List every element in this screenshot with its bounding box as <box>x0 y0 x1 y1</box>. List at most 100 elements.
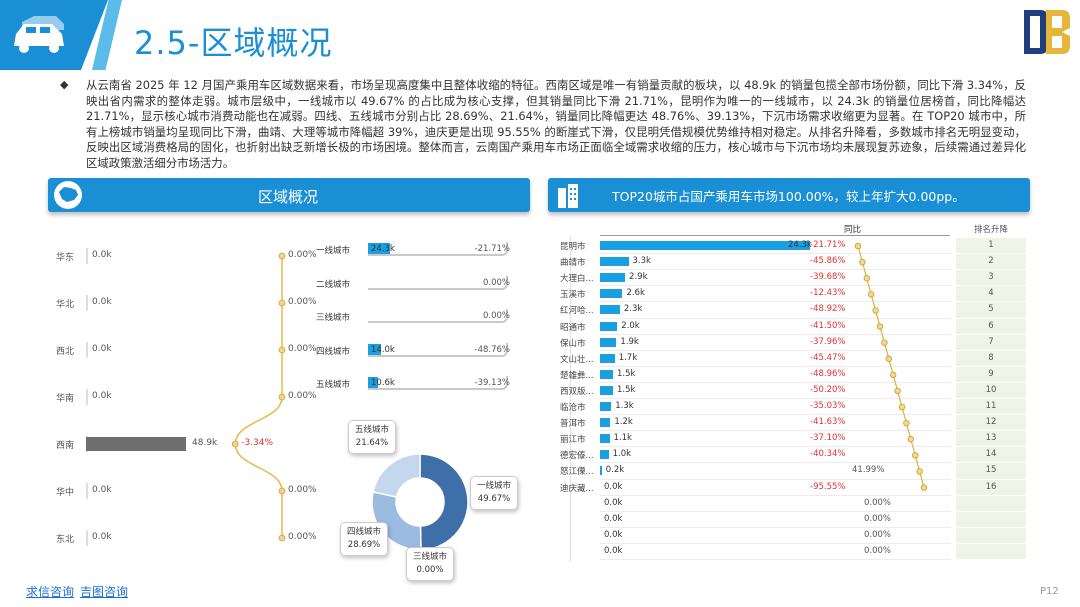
city-row-line <box>600 446 951 448</box>
donut-callout-value: 49.67% <box>477 494 511 504</box>
tier-yoy-label: -48.76% <box>474 344 510 355</box>
city-bar <box>600 450 609 460</box>
city-rank: 6 <box>988 320 994 331</box>
city-rank: 15 <box>985 465 997 476</box>
city-value-label: 24.3k <box>788 240 812 250</box>
city-value-label: 2.6k <box>626 288 645 299</box>
city-value-label: 1.0k <box>612 449 632 460</box>
city-bar <box>600 418 611 428</box>
region-yoy-label: 0.00% <box>288 297 317 307</box>
tier-bar-track <box>368 376 508 390</box>
city-yoy-point <box>907 436 914 443</box>
building-icon <box>558 184 578 208</box>
china-map-icon <box>54 181 82 209</box>
city-yoy-label: 0.00% <box>864 545 892 556</box>
rank-row-line <box>956 301 1026 303</box>
city-rank: 13 <box>985 433 997 444</box>
footer-link-2[interactable]: 吉图咨询 <box>80 585 129 599</box>
donut-callout-name: 四线城市 <box>347 527 382 537</box>
city-yoy-point <box>890 371 897 379</box>
car-icon <box>14 16 64 53</box>
rank-row-line <box>956 494 1026 496</box>
region-label: 华中 <box>56 488 75 498</box>
tier-yoy-label: -21.71% <box>474 244 510 254</box>
rank-header: 排名升降 <box>973 225 1008 235</box>
rank-row-line <box>956 333 1026 335</box>
city-name: 怒江傈... <box>560 467 594 478</box>
region-value-label: 0.0k <box>92 391 112 401</box>
rank-row-line <box>956 398 1026 399</box>
region-label: 华东 <box>56 253 75 263</box>
city-name: 昭通市 <box>560 322 586 333</box>
tier-value-label: 24.3k <box>371 244 395 254</box>
donut-callout: 四线城市 28.69% <box>340 522 389 556</box>
rank-row-line <box>956 430 1026 432</box>
city-yoy-point <box>903 419 910 427</box>
right-section-title: TOP20城市占国产乘用车市场100.00%，较上年扩大0.00pp。 <box>612 189 965 204</box>
city-row-line <box>600 414 951 416</box>
donut-callout-name: 五线城市 <box>355 425 390 435</box>
tier-label: 二线城市 <box>316 279 351 290</box>
city-name: 曲靖市 <box>560 258 586 269</box>
city-rank: 9 <box>988 368 994 379</box>
rank-row-line <box>956 478 1026 480</box>
city-row-line <box>600 510 951 512</box>
city-rank: 2 <box>988 256 994 267</box>
footer-link-1[interactable]: 求信咨询 <box>26 585 75 599</box>
region-value-label: 0.0k <box>92 297 112 307</box>
donut-slice <box>372 453 421 498</box>
page-number: P12 <box>1040 586 1059 597</box>
city-row-line <box>600 285 951 287</box>
city-yoy-point <box>872 307 879 314</box>
city-name: 保山市 <box>560 338 586 349</box>
city-yoy-label: 41.99% <box>852 465 885 476</box>
donut-callout: 五线城市 21.64% <box>348 420 397 454</box>
city-yoy-label: -48.92% <box>810 304 846 315</box>
city-yoy-label: -40.34% <box>810 449 846 460</box>
city-value-label: 2.3k <box>623 304 643 315</box>
region-yoy-line <box>231 252 286 542</box>
city-row-line <box>600 301 951 303</box>
city-bar <box>600 321 618 331</box>
city-value-label: 1.7k <box>618 352 638 363</box>
city-name: 临沧市 <box>560 403 586 413</box>
donut-callout-value: 0.00% <box>416 565 444 575</box>
city-row-line <box>600 365 951 367</box>
tier-yoy-label: 0.00% <box>482 311 510 321</box>
city-row-line <box>600 253 951 255</box>
city-name: 玉溪市 <box>560 290 586 301</box>
left-section-title: 区域概况 <box>258 188 319 206</box>
tier-value-label: 14.0k <box>371 344 395 355</box>
region-yoy-point <box>278 534 286 542</box>
city-name: 迪庆藏... <box>560 483 594 494</box>
chart-vertical-rule <box>570 236 571 562</box>
city-value-label: 2.0k <box>621 320 640 331</box>
region-bar <box>86 437 186 451</box>
rank-row-line <box>956 462 1026 464</box>
city-row-line <box>600 333 951 335</box>
region-label: 华南 <box>56 394 75 404</box>
city-row-line <box>600 269 951 271</box>
city-row-line <box>600 494 951 496</box>
city-bar <box>600 385 613 395</box>
city-name: 大理白... <box>560 274 594 285</box>
tier-label: 五线城市 <box>316 380 351 390</box>
donut-callout-name: 三线城市 <box>413 552 448 562</box>
city-yoy-label: -21.71% <box>810 240 846 250</box>
city-yoy-line <box>854 242 928 491</box>
city-yoy-label: -37.10% <box>810 433 846 444</box>
rank-row-line <box>956 526 1026 528</box>
rank-row-line <box>956 381 1026 383</box>
region-chart: 华东 0.0k 华北 0.0k 西北 0.0k 华南 0.0k 西南 48.9k 华中 0.0k 东北 0… <box>48 230 328 560</box>
city-value-label: 0.0k <box>604 497 623 508</box>
donut-slice <box>419 453 469 551</box>
region-yoy-label: 0.00% <box>288 391 317 401</box>
city-bar <box>600 466 602 476</box>
city-yoy-label: -41.63% <box>810 417 846 428</box>
left-section-bar <box>48 178 530 212</box>
city-yoy-point <box>859 258 866 266</box>
region-label: 西北 <box>56 347 75 357</box>
region-label: 东北 <box>56 535 75 545</box>
city-yoy-label: 0.00% <box>864 529 892 540</box>
rank-row-line <box>956 285 1026 287</box>
